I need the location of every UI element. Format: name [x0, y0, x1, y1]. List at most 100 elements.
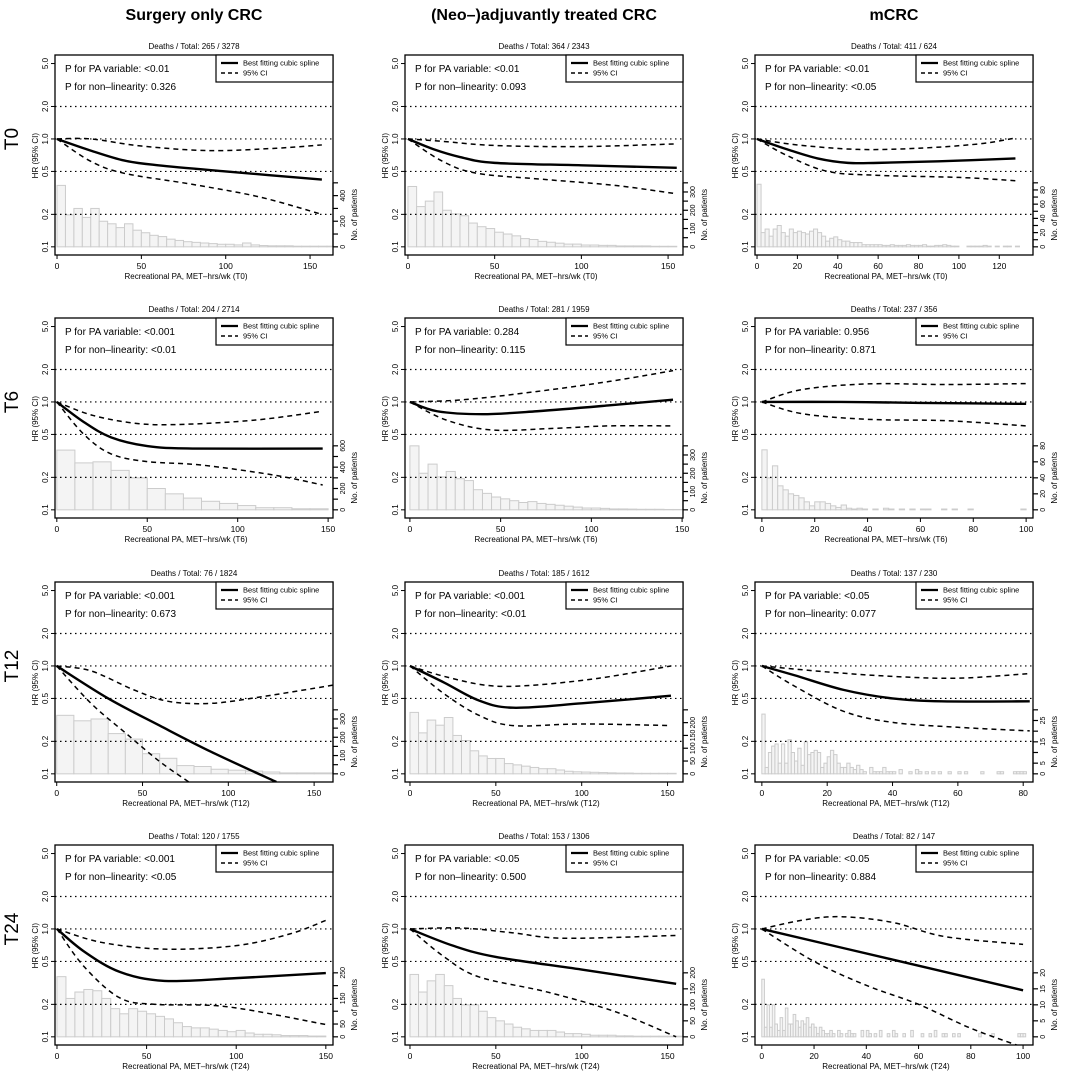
- y-tick-label: 2.0: [391, 890, 400, 902]
- count-tick-label: 5: [1040, 1019, 1047, 1023]
- legend-ci-label: 95% CI: [943, 859, 968, 868]
- x-axis-label: Recreational PA, MET–hrs/wk (T12): [472, 799, 600, 808]
- histogram-bar: [893, 772, 896, 774]
- count-tick-label: 0: [690, 772, 697, 776]
- histogram-bar: [209, 1029, 218, 1037]
- histogram-bar: [642, 1036, 651, 1037]
- histogram-bar: [528, 502, 537, 510]
- y-tick-label: 2.0: [741, 890, 750, 902]
- x-tick-label: 40: [862, 1051, 872, 1061]
- histogram-bar: [183, 498, 201, 510]
- count-axis-label: No. of patients: [700, 452, 709, 504]
- histogram-bar: [1021, 509, 1026, 510]
- panel: Deaths / Total: 120 / 17550.10.20.51.02.…: [31, 832, 359, 1071]
- histogram-bar: [150, 235, 158, 247]
- count-tick-label: 60: [1040, 200, 1047, 208]
- p-non-linearity: P for non–linearity: 0.884: [765, 872, 876, 883]
- histogram-bar: [929, 1034, 932, 1037]
- histogram-bar: [573, 244, 582, 247]
- histogram-bar: [410, 974, 419, 1036]
- histogram-bar: [899, 509, 904, 510]
- histogram-bar: [668, 246, 677, 247]
- histogram-bar: [565, 771, 574, 774]
- histogram-bar: [510, 501, 519, 510]
- histogram-bar: [650, 1036, 659, 1037]
- x-tick-label: 150: [307, 788, 321, 798]
- y-tick-label: 0.2: [741, 208, 750, 220]
- y-tick-label: 2.0: [741, 100, 750, 112]
- p-pa-variable: P for PA variable: <0.01: [765, 64, 870, 75]
- x-tick-label: 100: [221, 788, 235, 798]
- legend-ci-label: 95% CI: [943, 332, 968, 341]
- histogram-bar: [1023, 1034, 1026, 1037]
- histogram-bar: [987, 246, 991, 247]
- histogram-bar: [469, 223, 478, 247]
- plot-area: [55, 896, 333, 1036]
- histogram-bar: [850, 243, 854, 247]
- histogram-bar: [158, 237, 166, 247]
- histogram-bar: [599, 773, 608, 774]
- histogram-bar: [573, 507, 582, 510]
- y-tick-label: 0.1: [41, 241, 50, 253]
- plot-area: [755, 106, 1033, 246]
- x-tick-label: 100: [952, 261, 966, 271]
- count-tick-label: 100: [690, 742, 697, 754]
- histogram-bar: [853, 1034, 856, 1037]
- histogram-bar: [211, 769, 228, 774]
- x-tick-label: 50: [490, 261, 500, 271]
- count-tick-label: 0: [340, 772, 347, 776]
- histogram-bar: [650, 773, 659, 774]
- y-tick-label: 0.5: [741, 955, 750, 967]
- x-tick-label: 60: [914, 1051, 924, 1061]
- histogram-bar: [909, 772, 912, 774]
- legend-spline-label: Best fitting cubic spline: [593, 59, 669, 68]
- histogram-bar: [436, 974, 445, 1036]
- count-tick-label: 40: [1040, 214, 1047, 222]
- panel: Deaths / Total: 281 / 19590.10.20.51.02.…: [381, 305, 709, 544]
- p-pa-variable: P for PA variable: <0.05: [415, 854, 520, 865]
- histogram-bar: [129, 478, 147, 510]
- y-axis-label: HR (95% CI): [381, 923, 390, 969]
- p-pa-variable: P for PA variable: <0.05: [765, 591, 870, 602]
- y-tick-label: 5.0: [741, 584, 750, 596]
- histogram-bar: [165, 494, 183, 510]
- histogram-bar: [555, 505, 564, 510]
- histogram-bar: [256, 508, 274, 510]
- p-non-linearity: P for non–linearity: 0.871: [765, 345, 876, 356]
- histogram-bar: [975, 246, 979, 247]
- histogram-bar: [521, 239, 530, 247]
- histogram-bar: [513, 1027, 522, 1037]
- x-tick-label: 0: [406, 261, 411, 271]
- histogram-bar: [177, 766, 194, 774]
- count-tick-label: 20: [1040, 969, 1047, 977]
- histogram-bar: [290, 1036, 299, 1037]
- histogram-bar: [607, 1035, 616, 1037]
- count-axis-label: No. of patients: [350, 189, 359, 241]
- y-tick-label: 2.0: [41, 890, 50, 902]
- x-tick-label: 80: [1018, 788, 1028, 798]
- p-non-linearity: P for non–linearity: 0.077: [765, 609, 876, 620]
- histogram-bar: [537, 503, 546, 509]
- y-tick-label: 0.5: [391, 692, 400, 704]
- count-axis-label: No. of patients: [350, 979, 359, 1031]
- histogram-bar: [530, 1030, 539, 1036]
- legend-ci-label: 95% CI: [243, 69, 268, 78]
- histogram-bar: [862, 509, 867, 510]
- ci-upper-line: [57, 402, 323, 425]
- histogram-bar: [869, 1034, 872, 1037]
- column-title: Surgery only CRC: [126, 7, 263, 24]
- histogram-bar: [116, 228, 124, 247]
- histogram-bar: [408, 186, 417, 246]
- deaths-total-label: Deaths / Total: 411 / 624: [851, 42, 938, 51]
- histogram-bar: [556, 770, 565, 774]
- histogram-bar: [1007, 246, 1011, 247]
- x-tick-label: 80: [914, 261, 924, 271]
- y-tick-label: 0.1: [741, 241, 750, 253]
- histogram-bar: [546, 504, 555, 509]
- histogram-bar: [519, 503, 528, 510]
- histogram-bar: [263, 772, 280, 774]
- ci-lower-line: [410, 666, 671, 726]
- histogram-bar: [317, 1036, 326, 1037]
- spline-line: [57, 402, 323, 449]
